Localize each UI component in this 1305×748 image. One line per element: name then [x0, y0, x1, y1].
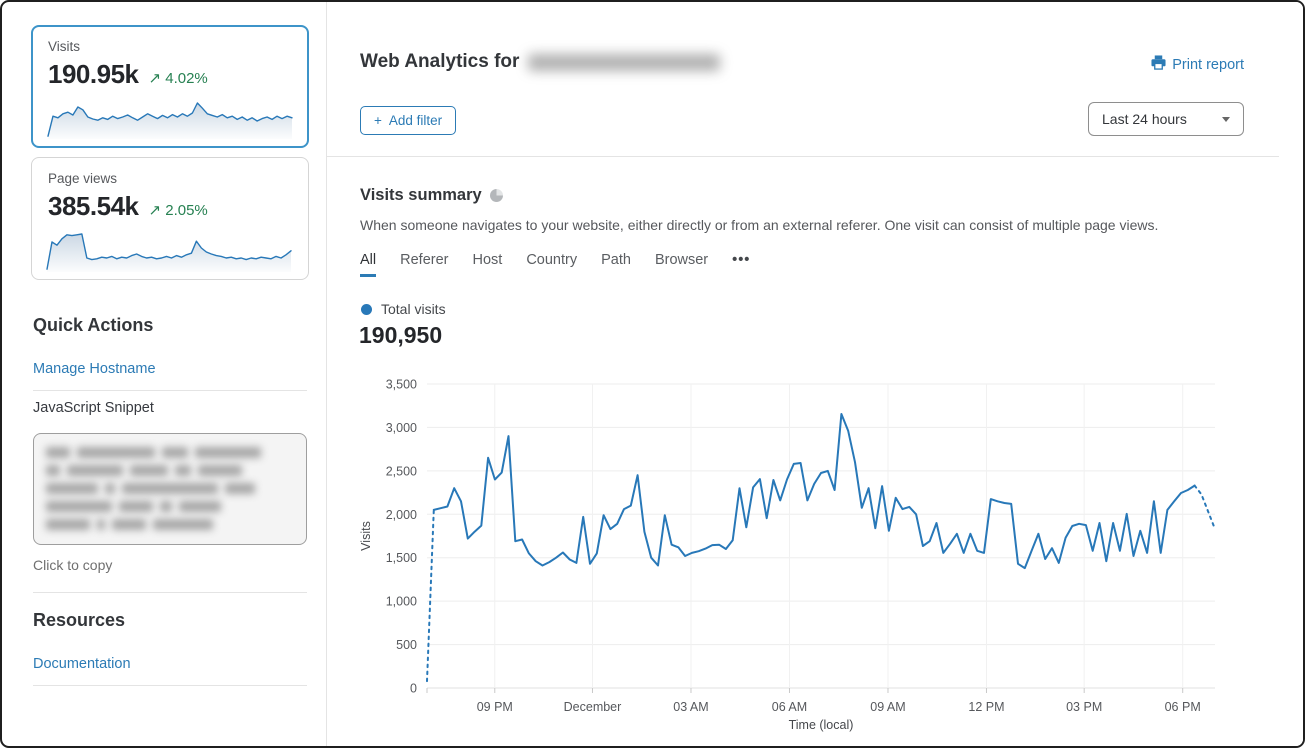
- divider: [33, 685, 307, 686]
- plus-icon: +: [374, 113, 382, 128]
- stat-label: Page views: [48, 171, 118, 186]
- total-visits-value: 190,950: [359, 322, 443, 348]
- tab-all[interactable]: All: [360, 252, 377, 277]
- tab-browser[interactable]: Browser: [654, 252, 709, 268]
- tab-host[interactable]: Host: [472, 252, 503, 268]
- stat-card-visits[interactable]: Visits 190.95k ↗ 4.02%: [31, 25, 309, 148]
- stat-delta: ↗ 2.05%: [148, 202, 208, 219]
- svg-text:2,000: 2,000: [386, 508, 417, 522]
- javascript-snippet-code[interactable]: [33, 433, 307, 545]
- sidebar: Visits 190.95k ↗ 4.02% Page views 385.54…: [2, 2, 326, 746]
- chevron-down-icon: [1222, 116, 1230, 122]
- svg-text:09 AM: 09 AM: [870, 700, 905, 714]
- svg-text:Time (local): Time (local): [789, 718, 854, 732]
- header-divider: [327, 156, 1279, 157]
- stat-label: Visits: [48, 39, 81, 54]
- visits-sparkline: [47, 102, 293, 139]
- chart-legend: Total visits: [361, 301, 446, 317]
- svg-text:12 PM: 12 PM: [968, 700, 1004, 714]
- stat-delta: ↗ 4.02%: [148, 70, 208, 87]
- svg-text:09 PM: 09 PM: [477, 700, 513, 714]
- visits-summary-title: Visits summary: [360, 186, 503, 205]
- tab-path[interactable]: Path: [601, 252, 631, 268]
- pie-chart-icon[interactable]: [489, 189, 503, 202]
- time-range-select[interactable]: Last 24 hours: [1088, 102, 1244, 136]
- svg-text:03 AM: 03 AM: [673, 700, 708, 714]
- tabs-more-button[interactable]: •••: [732, 252, 751, 268]
- svg-text:0: 0: [410, 682, 417, 696]
- redacted-domain: [528, 53, 721, 71]
- manage-hostname-link[interactable]: Manage Hostname: [33, 361, 156, 377]
- legend-dot-icon: [361, 303, 372, 315]
- stat-card-page-views[interactable]: Page views 385.54k ↗ 2.05%: [31, 157, 309, 280]
- divider: [33, 390, 307, 391]
- quick-actions-heading: Quick Actions: [33, 315, 154, 335]
- stat-value: 190.95k: [48, 59, 139, 89]
- click-to-copy-hint: Click to copy: [33, 557, 113, 573]
- summary-tabs: All Referer Host Country Path Browser •••: [360, 252, 750, 277]
- svg-text:3,000: 3,000: [386, 421, 417, 435]
- javascript-snippet-label: JavaScript Snippet: [33, 400, 154, 416]
- page-title: Web Analytics for: [360, 51, 721, 73]
- main-panel: Web Analytics for Print report + Add fil…: [326, 2, 1303, 746]
- svg-text:1,500: 1,500: [386, 551, 417, 565]
- resources-heading: Resources: [33, 610, 126, 630]
- svg-text:December: December: [564, 700, 622, 714]
- visits-chart: 0 500 1,000 1,500 2,000 2,500 3,000 3,500 09 PM D…: [359, 373, 1250, 740]
- page-views-sparkline: [46, 233, 292, 272]
- svg-text:06 PM: 06 PM: [1165, 700, 1201, 714]
- svg-text:3,500: 3,500: [386, 378, 417, 392]
- svg-text:500: 500: [396, 638, 417, 652]
- add-filter-button[interactable]: + Add filter: [360, 106, 457, 135]
- tab-referer[interactable]: Referer: [400, 252, 449, 268]
- trend-up-icon: ↗: [148, 202, 162, 219]
- stat-value: 385.54k: [48, 191, 139, 221]
- tab-country[interactable]: Country: [526, 252, 578, 268]
- svg-text:03 PM: 03 PM: [1066, 700, 1102, 714]
- print-report-link[interactable]: Print report: [1151, 55, 1244, 74]
- documentation-link[interactable]: Documentation: [33, 656, 131, 672]
- trend-up-icon: ↗: [148, 70, 162, 87]
- printer-icon: [1151, 55, 1166, 74]
- legend-label: Total visits: [381, 301, 446, 317]
- svg-text:Visits: Visits: [360, 521, 373, 551]
- svg-text:1,000: 1,000: [386, 595, 417, 609]
- visits-summary-description: When someone navigates to your website, …: [360, 217, 1159, 233]
- svg-text:06 AM: 06 AM: [772, 700, 807, 714]
- svg-text:2,500: 2,500: [386, 464, 417, 478]
- divider: [33, 592, 307, 593]
